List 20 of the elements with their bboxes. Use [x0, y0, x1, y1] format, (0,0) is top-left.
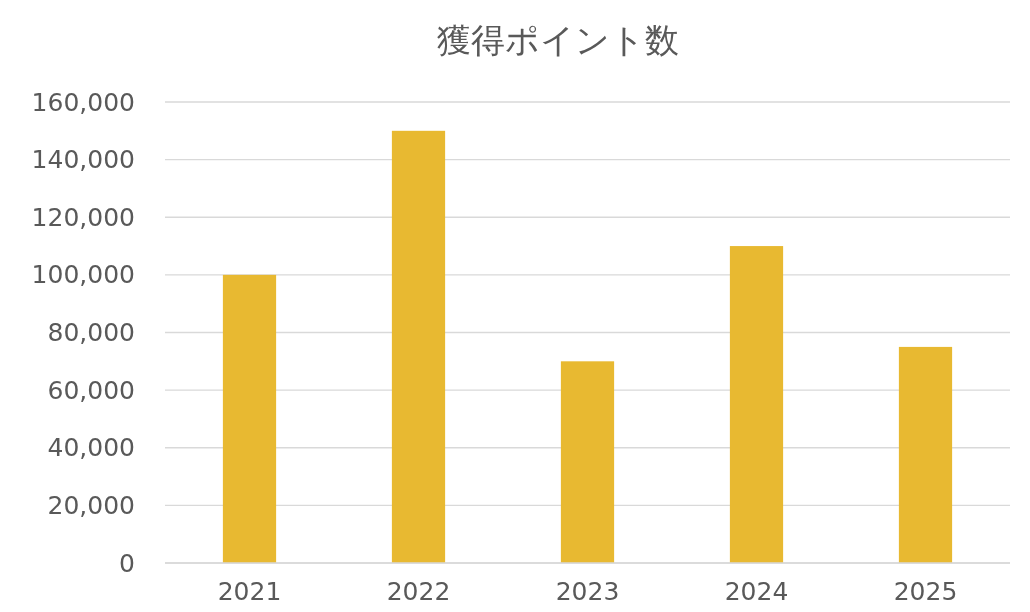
bar	[729, 246, 784, 563]
y-tick-label: 20,000	[47, 490, 135, 520]
x-tick-label: 2022	[386, 576, 451, 606]
y-tick-label: 140,000	[31, 145, 135, 175]
bar	[391, 130, 446, 563]
bar	[898, 346, 953, 563]
x-tick-label: 2023	[555, 576, 620, 606]
y-tick-label: 40,000	[47, 433, 135, 463]
y-tick-label: 0	[119, 548, 135, 578]
x-tick-label: 2024	[724, 576, 789, 606]
y-tick-label: 80,000	[47, 318, 135, 347]
x-tick-label: 2025	[893, 576, 958, 606]
chart-title: 獲得ポイント数	[436, 20, 679, 60]
bar	[222, 274, 277, 563]
y-tick-label: 160,000	[31, 87, 135, 117]
x-tick-label: 2021	[217, 576, 282, 606]
y-tick-label: 60,000	[47, 375, 135, 405]
bar	[560, 361, 615, 563]
y-tick-label: 120,000	[31, 202, 135, 232]
y-tick-label: 100,000	[31, 260, 135, 290]
